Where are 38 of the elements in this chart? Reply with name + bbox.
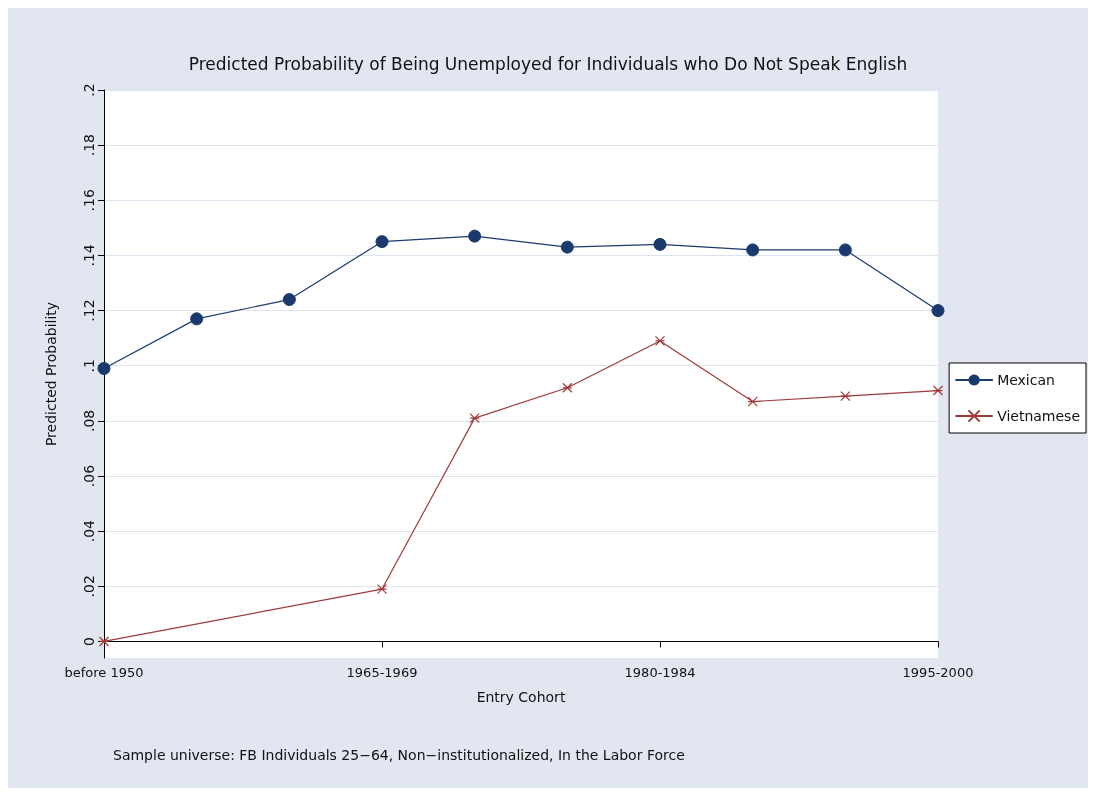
y-tick-label: .18	[81, 134, 97, 157]
y-tick-label: .2	[81, 83, 97, 97]
point	[931, 304, 945, 318]
y-tick-label: .08	[81, 409, 97, 433]
point	[653, 237, 667, 251]
y-tick-label: .12	[81, 299, 97, 322]
y-tick-label: 0	[81, 637, 97, 646]
point	[562, 382, 573, 393]
point	[97, 361, 111, 375]
x-axis-title: Entry Cohort	[476, 689, 566, 705]
legend-label: Vietnamese	[997, 408, 1080, 424]
y-tick-label: .02	[81, 575, 97, 598]
y-tick-label: .1	[81, 359, 97, 373]
y-tick-label: .04	[81, 519, 97, 543]
x-tick-label: 1980-1984	[624, 665, 696, 680]
point	[469, 413, 480, 424]
point	[375, 235, 389, 249]
point	[746, 243, 760, 257]
y-tick-label: .16	[81, 189, 97, 212]
legend-label: Mexican	[997, 372, 1055, 388]
y-tick-label: .14	[81, 244, 97, 267]
point	[840, 390, 851, 402]
chart-title: Predicted Probability of Being Unemployed for Individuals who Do Not Speak English	[188, 53, 908, 74]
x-tick-label: 1995-2000	[902, 665, 974, 680]
x-tick-label: before 1950	[64, 665, 144, 680]
point	[932, 385, 944, 396]
x-tick-label: 1965-1969	[346, 665, 418, 680]
y-axis-title: Predicted Probability	[43, 301, 59, 447]
point	[468, 229, 482, 243]
point	[654, 335, 666, 347]
point	[376, 583, 388, 595]
point	[747, 396, 758, 407]
point	[190, 312, 204, 326]
y-tick-label: .06	[81, 464, 97, 488]
point	[838, 243, 852, 257]
text: Sample universe: FB Individuals 25−64, Non−institutionalized, In the Labor Force	[113, 747, 685, 763]
point	[282, 293, 296, 307]
point	[560, 240, 574, 254]
